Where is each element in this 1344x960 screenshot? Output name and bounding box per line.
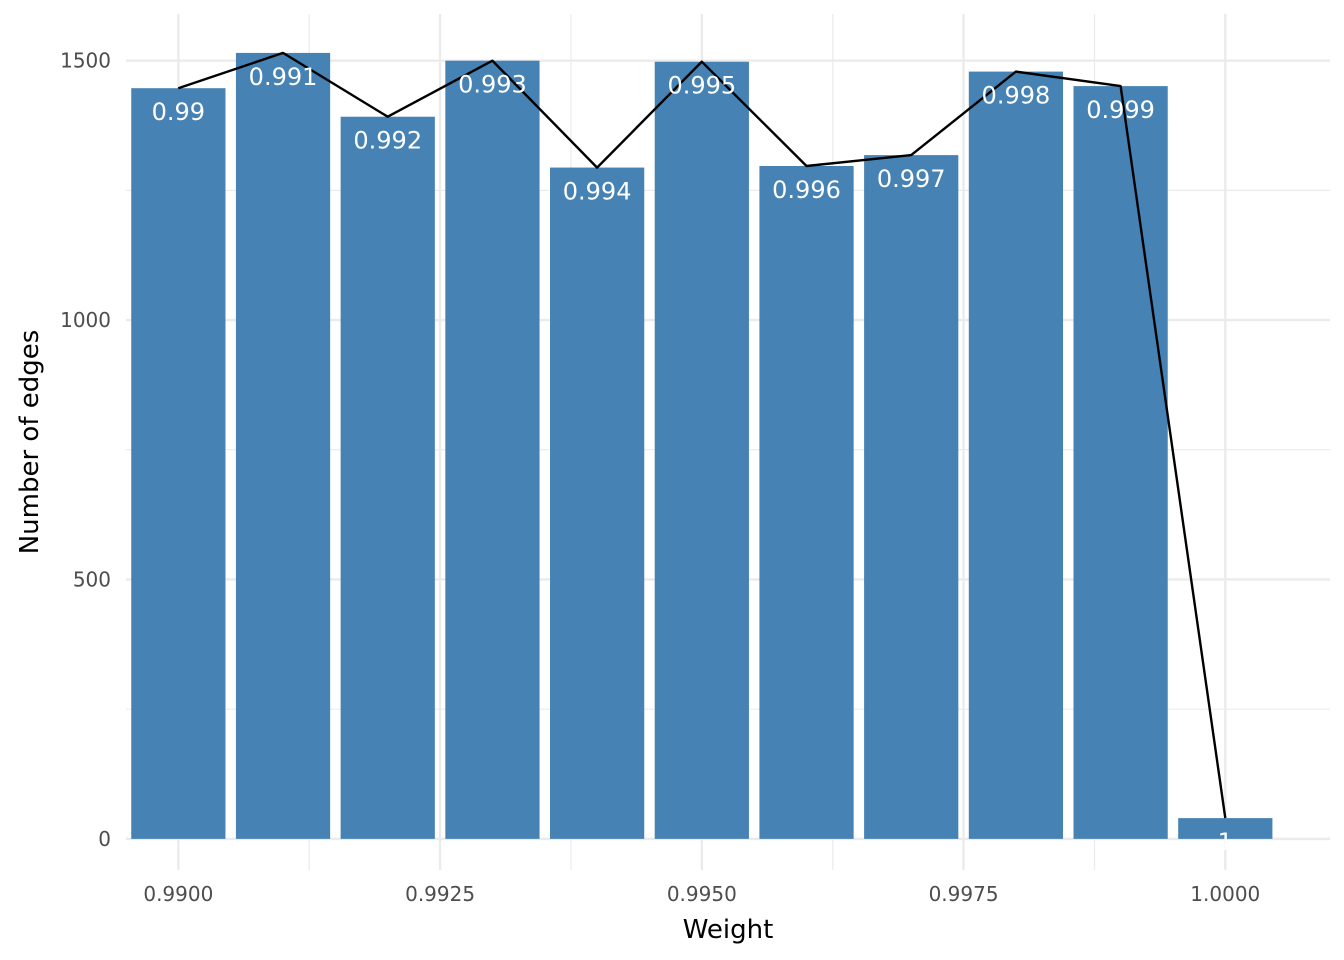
bar-label: 0.995 xyxy=(667,72,736,100)
x-tick-label: 0.9900 xyxy=(143,882,213,906)
y-tick-label: 0 xyxy=(98,827,111,851)
bar-label: 0.991 xyxy=(249,63,318,91)
bar xyxy=(445,60,540,839)
x-axis-title: Weight xyxy=(683,915,774,945)
bar xyxy=(968,71,1064,839)
bar-label: 1 xyxy=(1218,828,1233,856)
x-tick-label: 1.0000 xyxy=(1190,882,1260,906)
bar-label: 0.996 xyxy=(772,176,841,204)
bar xyxy=(654,61,749,839)
bar xyxy=(340,116,435,839)
bar-label: 0.993 xyxy=(458,71,527,99)
bar-label: 0.99 xyxy=(152,98,205,126)
x-axis-tick-labels: 0.9900 0.9925 0.9950 0.9975 1.0000 xyxy=(143,882,1260,906)
bar-label: 0.997 xyxy=(877,165,946,193)
bar xyxy=(759,166,854,839)
bar xyxy=(864,155,959,839)
bar xyxy=(1073,86,1168,839)
bar-labels: 0.99 0.991 0.992 0.993 0.994 0.995 0.996 0.997 0… xyxy=(152,63,1233,856)
y-axis-tick-labels: 0 500 1000 1500 xyxy=(60,49,111,851)
y-axis-title: Number of edges xyxy=(15,330,45,555)
bar-label: 0.998 xyxy=(982,82,1051,110)
bar xyxy=(131,88,226,839)
overlay-line xyxy=(177,51,1227,819)
x-tick-label: 0.9925 xyxy=(405,882,475,906)
bars xyxy=(131,52,1273,839)
bar-label: 0.994 xyxy=(563,178,632,206)
x-tick-label: 0.9950 xyxy=(667,882,737,906)
y-tick-label: 1500 xyxy=(60,49,111,73)
y-tick-label: 500 xyxy=(73,567,111,591)
bar xyxy=(235,52,331,839)
bar xyxy=(550,167,645,839)
y-tick-label: 1000 xyxy=(60,308,111,332)
bar-label: 0.992 xyxy=(353,127,422,155)
bar-label: 0.999 xyxy=(1086,96,1155,124)
x-tick-label: 0.9975 xyxy=(929,882,999,906)
bar xyxy=(1178,818,1273,839)
